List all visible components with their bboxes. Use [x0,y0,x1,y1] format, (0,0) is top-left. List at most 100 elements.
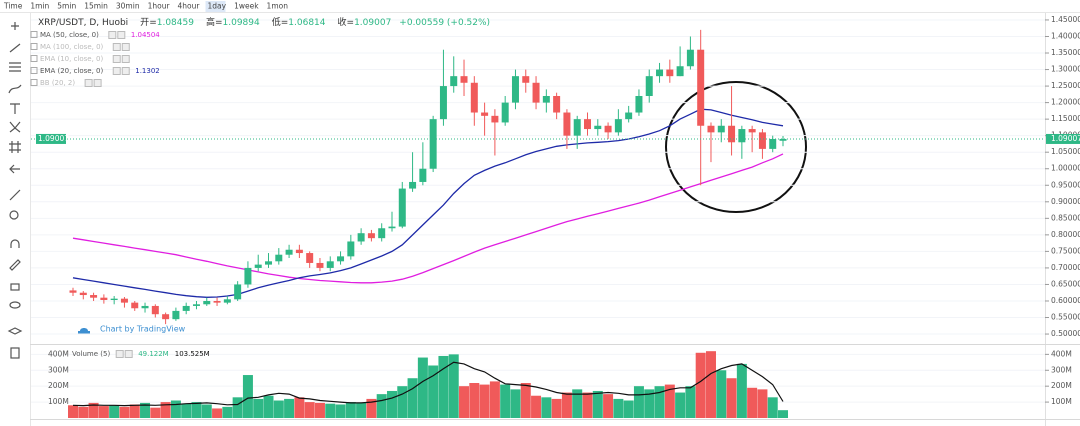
legend-settings[interactable] [112,67,121,75]
volume-bar [191,402,202,418]
legend-checkbox[interactable] [30,43,38,50]
volume-bar [386,390,397,418]
legend-checkbox[interactable] [30,31,38,38]
layers-icon[interactable] [7,327,23,335]
candle-body [429,119,437,169]
fib-icon[interactable] [9,62,21,72]
volume-bar [705,351,716,418]
legend-close[interactable] [117,31,126,39]
legend-settings[interactable] [84,79,93,87]
legend-close[interactable] [121,67,130,75]
volume-bar [469,383,480,418]
back-icon[interactable] [9,164,20,174]
volume-tick-label: 400M [48,349,69,358]
trendline-icon[interactable] [9,43,21,53]
legend-settings[interactable] [108,31,117,39]
legend-entry: MA (50, close, 0) [40,31,99,39]
indicator-line [72,153,784,284]
interval-button[interactable]: 1mon [267,2,289,11]
volume-bar [263,395,274,418]
candle-body [326,261,334,268]
eye-icon[interactable] [9,301,21,309]
volume-tick-label: 200M [1051,381,1072,390]
legend-close[interactable] [93,79,102,87]
text-icon[interactable] [10,103,20,114]
volume-bar [304,402,315,418]
volume-bar [726,378,737,418]
interval-button[interactable]: 30min [116,2,140,11]
legend-entry: BB (20, 2) [40,79,75,87]
y-tick-label: 1.05000 [1051,147,1080,156]
candle-body [635,95,643,113]
candle-body [707,125,715,133]
zoom-icon[interactable] [9,210,19,220]
legend-checkbox[interactable] [30,67,38,74]
candle-body [656,69,664,77]
candle-body [223,299,231,303]
candle-body [254,264,262,268]
y-tick-label: 1.25000 [1051,81,1080,90]
interval-button[interactable]: 1day [207,2,226,11]
lock-icon[interactable] [10,283,20,291]
trash-icon[interactable] [10,347,20,359]
ruler-icon[interactable] [9,189,21,201]
volume-bar [160,402,171,418]
volume-bar [716,370,727,418]
pencil-icon[interactable] [9,259,21,271]
volume-bar [500,384,511,418]
candle-body [686,49,694,67]
volume-tick-label: 200M [48,381,69,390]
volume-bar [561,392,572,418]
ohlc-label: 低 [272,16,281,28]
y-tick-label: 0.50000 [1051,329,1080,338]
candle-body [645,76,653,96]
crosshair-icon[interactable] [11,22,19,30]
y-tick-label: 1.30000 [1051,65,1080,74]
candle-body [758,132,766,149]
legend-checkbox[interactable] [30,55,38,62]
candle-body [728,125,736,143]
ohlc-eq: = [215,18,223,28]
legend-settings[interactable] [112,55,121,63]
legend-entry: MA (100, close, 0) [40,43,104,51]
ohlc-value: 1.08459 [157,18,194,28]
interval-button[interactable]: 1min [30,2,49,11]
interval-button[interactable]: 1hour [148,2,171,11]
pattern-icon[interactable] [9,121,21,133]
interval-button[interactable]: 5min [57,2,76,11]
y-tick-label: 1.15000 [1051,114,1080,123]
volume-value: 49.122M [138,350,169,358]
volume-bar [479,384,490,418]
prediction-icon[interactable] [9,141,21,153]
volume-bar [551,398,562,418]
candle-body [779,138,787,141]
volume-bar [448,354,459,418]
magnet-icon[interactable] [10,239,20,248]
legend-close[interactable] [124,350,133,358]
volume-bar [417,357,428,418]
legend-close[interactable] [121,43,130,51]
volume-bar [685,386,696,418]
candle-body [738,129,746,143]
volume-bar [736,363,747,418]
brush-icon[interactable] [8,84,22,94]
candle-body [203,300,211,305]
interval-button[interactable]: Time [3,2,23,11]
volume-bar [356,402,367,418]
candle-body [398,188,406,227]
legend-settings[interactable] [112,43,121,51]
legend-checkbox[interactable] [30,79,38,86]
volume-bar [695,352,706,418]
volume-bar [757,389,768,418]
volume-bar [459,386,470,418]
legend-close[interactable] [121,55,130,63]
volume-bar [325,403,336,418]
volume-bar [284,398,295,418]
candle-body [285,249,293,255]
legend-settings[interactable] [115,350,124,358]
candle-body [347,241,355,257]
interval-button[interactable]: 1week [234,2,259,11]
volume-bar [366,398,377,418]
interval-button[interactable]: 4hour [178,2,201,11]
interval-button[interactable]: 15min [84,2,108,11]
